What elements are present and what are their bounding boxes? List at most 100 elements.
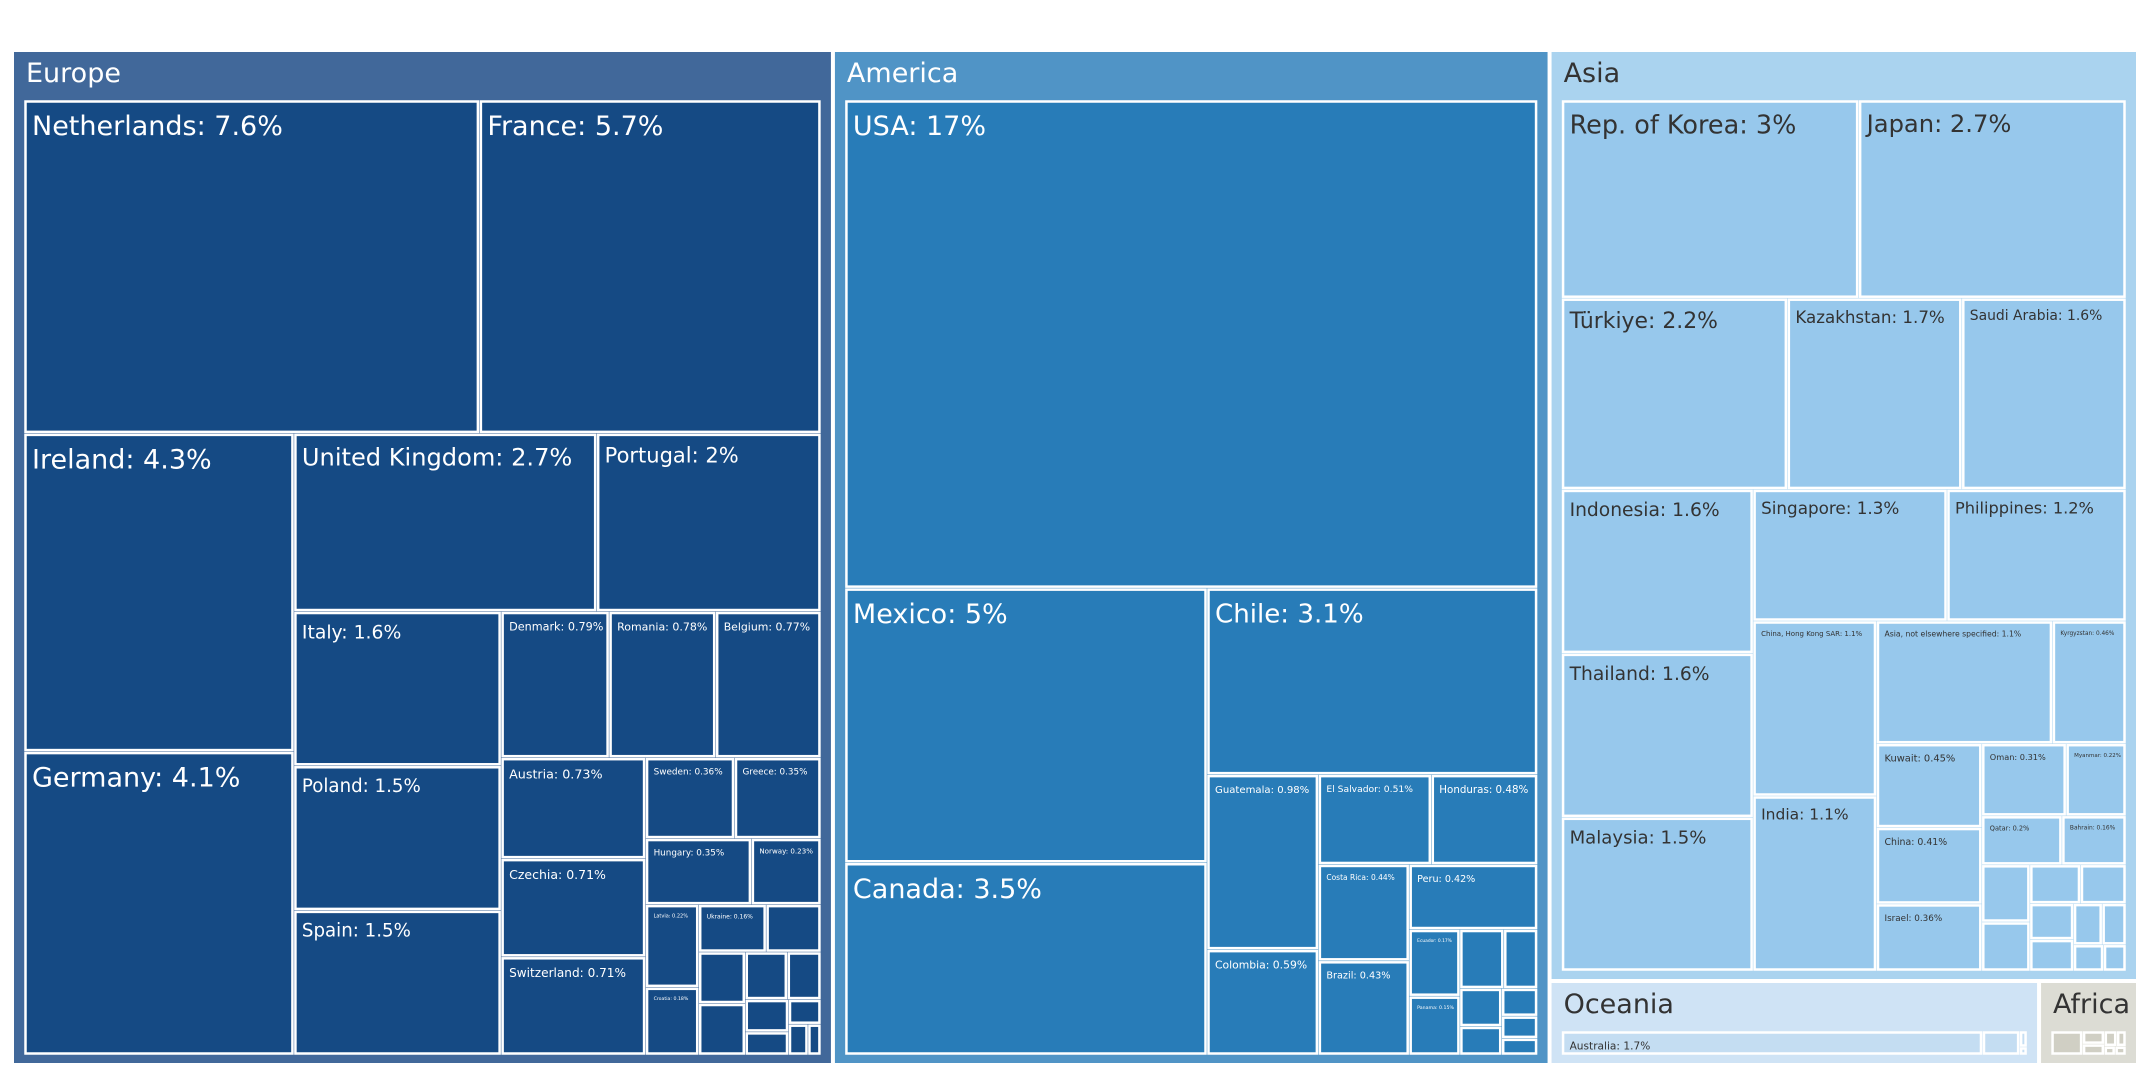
tile-label: Singapore: 1.3% bbox=[1761, 498, 1899, 518]
tile-box bbox=[501, 611, 609, 758]
tile-denmark: Denmark: 0.79% bbox=[501, 611, 609, 758]
tile-europe-minor-24 bbox=[698, 1003, 746, 1055]
tile-box bbox=[2019, 1047, 2027, 1055]
tile-box bbox=[2030, 903, 2074, 940]
tile-france: France: 5.7% bbox=[479, 100, 821, 434]
tile-label: Kuwait: 0.45% bbox=[1884, 754, 1955, 765]
tile-kazakhstan: Kazakhstan: 1.7% bbox=[1787, 298, 1962, 490]
tile-label: Belgium: 0.77% bbox=[724, 620, 810, 633]
tile-croatia: Croatia: 0.18% bbox=[645, 987, 699, 1055]
tile-myanmar: Myanmar: 0.22% bbox=[2066, 743, 2126, 816]
tile-hungary: Hungary: 0.35% bbox=[645, 838, 752, 905]
tile-box bbox=[645, 904, 699, 988]
tile-label: Mexico: 5% bbox=[853, 599, 1008, 630]
tile-asia-minor-29 bbox=[2073, 945, 2104, 971]
tile-america-minor-14 bbox=[1504, 929, 1538, 989]
tile-box bbox=[1207, 774, 1319, 950]
tile-israel: Israel: 0.36% bbox=[1876, 904, 1982, 971]
tile-label: Portugal: 2% bbox=[605, 443, 739, 467]
region-europe: Europe Netherlands: 7.6% France: 5.7% Irela… bbox=[14, 52, 831, 1063]
tile-bahrain: Bahrain: 0.16% bbox=[2062, 816, 2126, 865]
tile-box bbox=[2103, 945, 2126, 971]
tile-box bbox=[2030, 939, 2074, 971]
tile-label: Myanmar: 0.22% bbox=[2074, 753, 2121, 759]
tile-label: Malaysia: 1.5% bbox=[1570, 827, 1707, 848]
tile-colombia: Colombia: 0.59% bbox=[1207, 949, 1319, 1055]
tile-box bbox=[2051, 1031, 2083, 1055]
tile-box bbox=[294, 910, 501, 1055]
tile-box bbox=[698, 952, 746, 1004]
tile-usa: USA: 17% bbox=[845, 100, 1538, 588]
tile-box bbox=[1947, 489, 2126, 621]
tile-label: Switzerland: 0.71% bbox=[509, 966, 626, 980]
tile-guatemala: Guatemala: 0.98% bbox=[1207, 774, 1319, 950]
tile-oman: Oman: 0.31% bbox=[1982, 743, 2066, 816]
tile-box bbox=[1409, 996, 1460, 1055]
tile-label: Honduras: 0.48% bbox=[1439, 784, 1528, 796]
tile-philippines: Philippines: 1.2% bbox=[1947, 489, 2126, 621]
tile-box bbox=[645, 757, 735, 839]
tile-america-minor-19 bbox=[1501, 1038, 1538, 1055]
tile-united-kingdom: United Kingdom: 2.7% bbox=[294, 433, 597, 612]
tile-kuwait: Kuwait: 0.45% bbox=[1876, 743, 1982, 828]
tile-costa-rica: Costa Rica: 0.44% bbox=[1318, 864, 1409, 961]
tile-box bbox=[596, 433, 821, 612]
tile-box bbox=[1501, 1038, 1538, 1055]
tile-latvia: Latvia: 0.22% bbox=[645, 904, 699, 988]
tile-africa-minor-6 bbox=[2115, 1046, 2126, 1055]
tile-label: Chile: 3.1% bbox=[1215, 599, 1364, 629]
tile-ecuador: Ecuador: 0.17% bbox=[1409, 929, 1460, 996]
tile-australia: Australia: 1.7% bbox=[1561, 1031, 1983, 1055]
tile-honduras: Honduras: 0.48% bbox=[1431, 774, 1538, 865]
region-oceania: Oceania Australia: 1.7% bbox=[1551, 983, 2038, 1063]
tile-oceania-minor-2 bbox=[2019, 1031, 2027, 1047]
tile-box bbox=[2102, 903, 2126, 945]
tile-box bbox=[1207, 588, 1538, 775]
tile-box bbox=[1409, 929, 1460, 996]
tile-america-minor-16 bbox=[1460, 1026, 1502, 1055]
tile-box bbox=[2073, 945, 2104, 971]
tile-box bbox=[1876, 621, 2053, 744]
tile-label: China: 0.41% bbox=[1884, 837, 1947, 848]
tile-box bbox=[1561, 817, 1753, 971]
tile-africa-minor-2 bbox=[2082, 1044, 2105, 1055]
tile-box bbox=[24, 100, 480, 434]
tile-box bbox=[845, 588, 1207, 863]
tile-label: Bahrain: 0.16% bbox=[2070, 826, 2116, 832]
tile-box bbox=[715, 611, 821, 758]
tile-box bbox=[2019, 1031, 2027, 1047]
tile-box bbox=[2104, 1031, 2117, 1047]
tile-box bbox=[1460, 988, 1502, 1027]
tile-europe-minor-29 bbox=[788, 999, 821, 1024]
tile-label: Austria: 0.73% bbox=[509, 766, 602, 781]
tile-box bbox=[751, 838, 821, 905]
tile-indonesia: Indonesia: 1.6% bbox=[1561, 489, 1753, 654]
tile-asia-minor-30 bbox=[2103, 945, 2126, 971]
tile-label: Brazil: 0.43% bbox=[1326, 971, 1390, 982]
tile-box bbox=[1876, 743, 1982, 828]
tile-europe-minor-25 bbox=[745, 952, 788, 1000]
tile-europe-minor-26 bbox=[787, 952, 821, 1000]
tile-asia-minor-27 bbox=[2073, 903, 2102, 945]
tile-box bbox=[24, 433, 294, 752]
tile-asia-minor-26 bbox=[2030, 939, 2074, 971]
tile-asia-not-elsewhere-specified: Asia, not elsewhere specified: 1.1% bbox=[1876, 621, 2053, 744]
tile-box bbox=[1876, 904, 1982, 971]
tile-switzerland: Switzerland: 0.71% bbox=[501, 957, 646, 1055]
tile-box bbox=[1501, 988, 1538, 1016]
tile-label: Canada: 3.5% bbox=[853, 874, 1042, 905]
tile-asia-minor-25 bbox=[2030, 903, 2074, 940]
tile-box bbox=[1409, 864, 1538, 930]
tile-box bbox=[2052, 621, 2126, 744]
tile-box bbox=[1753, 621, 1877, 796]
tile-box bbox=[808, 1024, 821, 1055]
tile-sweden: Sweden: 0.36% bbox=[645, 757, 735, 839]
tile-label: Ireland: 4.3% bbox=[32, 444, 212, 475]
tile-label: Norway: 0.23% bbox=[759, 847, 813, 856]
tile-label: Ecuador: 0.17% bbox=[1417, 938, 1452, 944]
tile-box bbox=[745, 952, 788, 1000]
tile-america-minor-13 bbox=[1460, 929, 1504, 989]
tile-label: Spain: 1.5% bbox=[302, 921, 411, 942]
tile-box bbox=[2080, 865, 2126, 904]
tile-label: Kazakhstan: 1.7% bbox=[1795, 307, 1944, 327]
